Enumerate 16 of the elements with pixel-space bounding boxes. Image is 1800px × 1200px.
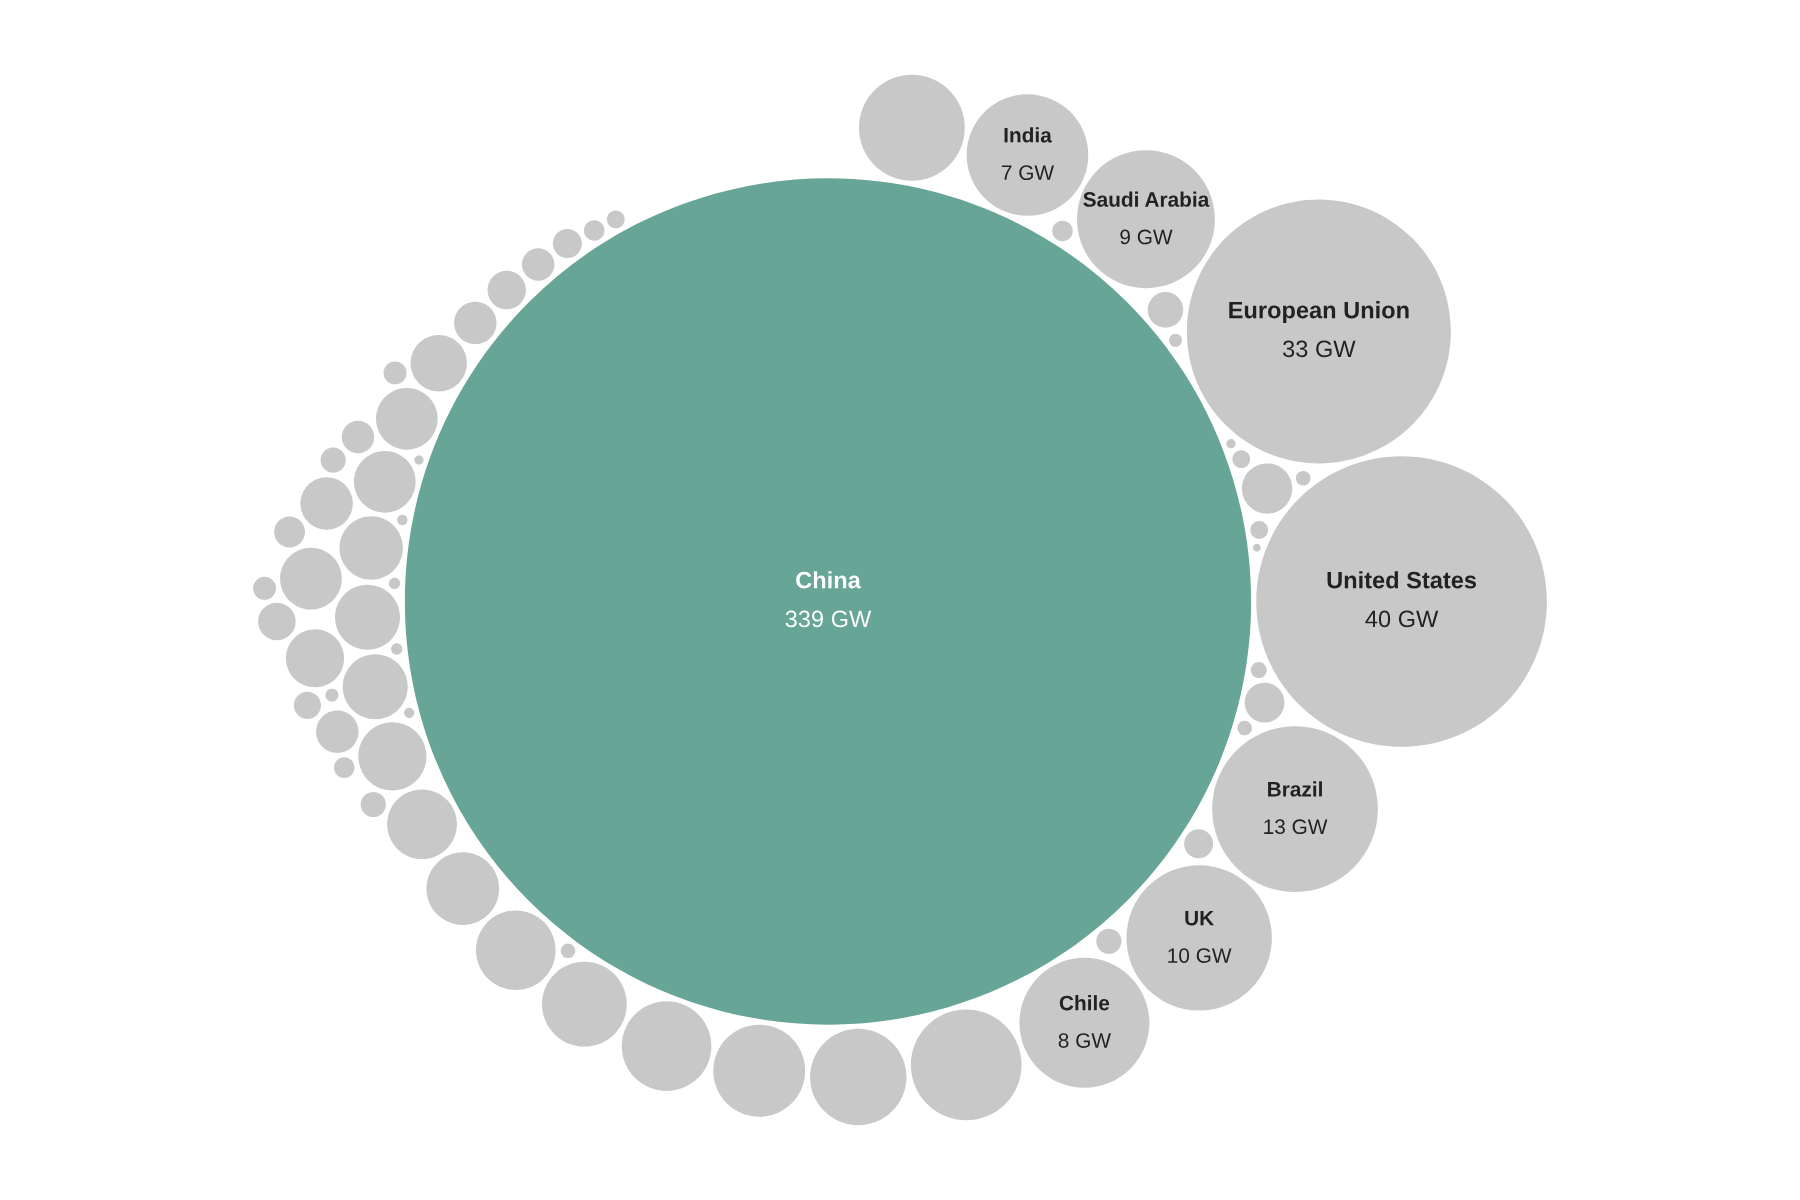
data-label: 40 GW bbox=[1365, 610, 1439, 628]
category-label: Chile bbox=[1059, 995, 1110, 1011]
category-label: European Union bbox=[1229, 301, 1409, 324]
data-label: 10 GW bbox=[1168, 948, 1232, 963]
category-label: UK bbox=[1185, 910, 1214, 926]
category-label: Brazil bbox=[1268, 781, 1322, 797]
data-label: 8 GW bbox=[1058, 1033, 1111, 1048]
category-label: India bbox=[1004, 127, 1052, 143]
data-label: 339 GW bbox=[785, 610, 872, 628]
data-label: 7 GW bbox=[1001, 165, 1055, 181]
category-label: United States bbox=[1327, 571, 1477, 589]
data-label: 13 GW bbox=[1264, 819, 1328, 835]
data-label: 9 GW bbox=[1120, 229, 1173, 245]
category-label: China bbox=[796, 571, 861, 589]
category-label: Saudi Arabia bbox=[1083, 191, 1210, 207]
data-label: 33 GW bbox=[1283, 340, 1356, 358]
